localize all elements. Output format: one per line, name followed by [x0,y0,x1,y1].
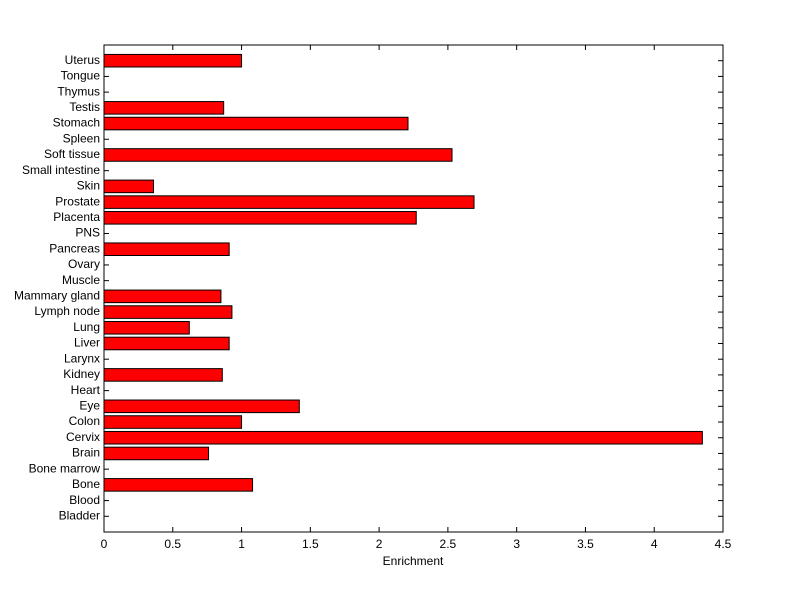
y-tick-label: Skin [77,179,100,193]
y-tick-label: Colon [69,414,100,428]
y-tick-label: Lung [73,320,100,334]
bar [103,195,475,209]
y-tick-label: Brain [72,446,100,460]
bar [103,368,223,382]
bar [103,116,409,131]
y-tick-label: Blood [69,493,100,507]
bar [103,305,233,319]
x-tick-label: 4.5 [715,537,732,551]
y-tick-label: Bone marrow [29,461,101,475]
bar [103,242,230,257]
y-tick-label: Bone [72,477,100,491]
bar [103,415,243,429]
x-tick-label: 3.5 [577,537,594,551]
y-tick-label: Lymph node [34,304,100,318]
x-tick-label: 1.5 [302,537,319,551]
bar [103,179,155,194]
y-tick-label: Tongue [61,69,101,83]
x-tick-label: 2.5 [440,537,457,551]
y-tick-label: Mammary gland [14,289,100,303]
y-tick-label: Thymus [57,84,100,98]
bar [103,336,230,351]
y-tick-label: Uterus [65,53,100,67]
y-tick-label: Ovary [68,257,100,271]
bar [103,446,210,461]
y-tick-label: Eye [79,398,100,412]
y-tick-label: Liver [74,336,100,350]
bar [103,478,254,492]
y-tick-label: Stomach [53,116,100,130]
bar [103,101,225,115]
y-tick-label: Pancreas [49,241,100,255]
y-tick-label: Soft tissue [44,147,100,161]
y-tick-label: Larynx [64,351,100,365]
x-axis-label: Enrichment [383,554,444,568]
y-tick-label: Cervix [66,430,100,444]
bar [103,430,703,445]
plot-frame [103,44,724,533]
y-tick-label: Small intestine [22,163,100,177]
x-tick-label: 3 [513,537,520,551]
bar [103,211,417,225]
x-tick-label: 0.5 [164,537,181,551]
y-tick-label: PNS [75,226,100,240]
y-tick-label: Bladder [59,508,100,522]
y-tick-label: Testis [69,100,100,114]
bar [103,289,222,304]
x-tick-label: 0 [101,537,108,551]
x-tick-label: 2 [376,537,383,551]
y-tick-label: Placenta [53,210,100,224]
x-tick-label: 1 [238,537,245,551]
bar [103,53,243,68]
y-tick-label: Muscle [62,273,100,287]
x-tick-label: 4 [651,537,658,551]
bar [103,399,300,414]
y-tick-label: Prostate [55,194,100,208]
y-tick-label: Heart [71,383,101,397]
y-tick-label: Spleen [63,131,100,145]
bar [103,148,453,162]
y-tick-label: Kidney [63,367,100,381]
bar [103,320,190,335]
